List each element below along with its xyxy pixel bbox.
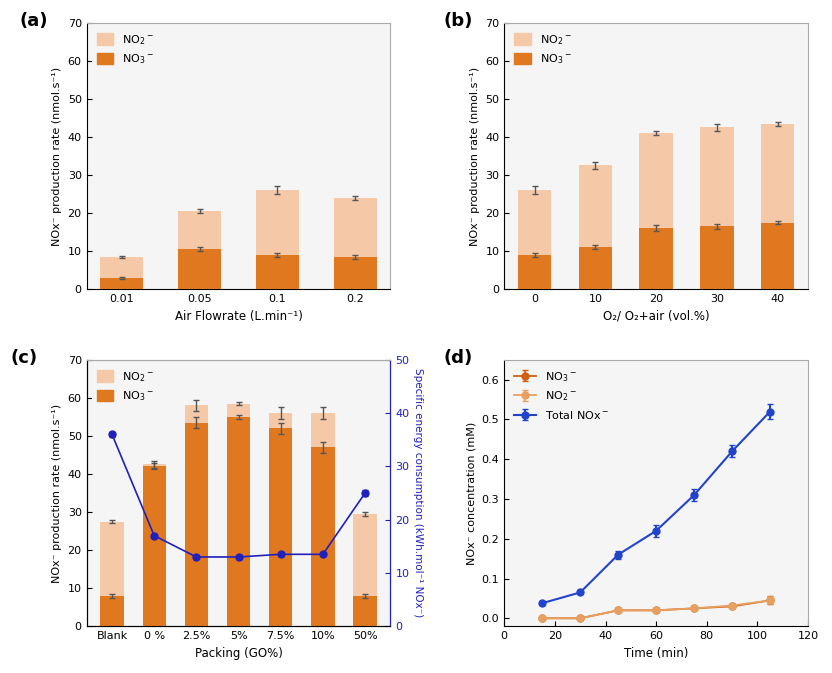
- Bar: [256, 190, 299, 289]
- X-axis label: Air Flowrate (L.min⁻¹): Air Flowrate (L.min⁻¹): [175, 310, 303, 322]
- Bar: [518, 190, 552, 289]
- Bar: [269, 428, 292, 627]
- Bar: [101, 257, 143, 289]
- Bar: [185, 406, 208, 627]
- Bar: [701, 127, 734, 289]
- Y-axis label: Specific energy consumption (kWh.mol⁻¹ NOx⁻): Specific energy consumption (kWh.mol⁻¹ N…: [414, 368, 423, 618]
- Legend: NO$_2$$^-$, NO$_3$$^-$: NO$_2$$^-$, NO$_3$$^-$: [92, 28, 158, 71]
- Bar: [640, 133, 673, 289]
- Bar: [640, 228, 673, 289]
- Legend: NO$_2$$^-$, NO$_3$$^-$: NO$_2$$^-$, NO$_3$$^-$: [92, 365, 158, 407]
- Legend: NO$_2$$^-$, NO$_3$$^-$: NO$_2$$^-$, NO$_3$$^-$: [510, 28, 576, 71]
- X-axis label: Packing (GO%): Packing (GO%): [195, 647, 283, 660]
- Text: (d): (d): [443, 349, 473, 367]
- Y-axis label: NOx⁻ concentration (mM): NOx⁻ concentration (mM): [466, 421, 476, 565]
- Bar: [761, 124, 795, 289]
- Bar: [101, 596, 124, 627]
- Y-axis label: NOx⁻ production rate (nmol.s⁻¹): NOx⁻ production rate (nmol.s⁻¹): [52, 404, 62, 583]
- Bar: [579, 247, 612, 289]
- Bar: [311, 413, 334, 627]
- Bar: [354, 514, 377, 627]
- Bar: [354, 596, 377, 627]
- Bar: [101, 278, 143, 289]
- Text: (b): (b): [443, 12, 473, 30]
- Bar: [142, 464, 166, 627]
- Bar: [227, 417, 250, 627]
- Bar: [256, 255, 299, 289]
- Bar: [227, 404, 250, 627]
- Bar: [701, 226, 734, 289]
- Bar: [311, 448, 334, 627]
- X-axis label: O₂/ O₂+air (vol.%): O₂/ O₂+air (vol.%): [603, 310, 710, 322]
- Bar: [334, 257, 377, 289]
- Y-axis label: NOx⁻ production rate (nmol.s⁻¹): NOx⁻ production rate (nmol.s⁻¹): [470, 67, 480, 246]
- Bar: [518, 255, 552, 289]
- Bar: [178, 249, 221, 289]
- Bar: [142, 466, 166, 627]
- Bar: [761, 223, 795, 289]
- X-axis label: Time (min): Time (min): [624, 647, 688, 660]
- Y-axis label: NOx⁻ production rate (nmol.s⁻¹): NOx⁻ production rate (nmol.s⁻¹): [52, 67, 62, 246]
- Bar: [269, 413, 292, 627]
- Text: (a): (a): [20, 12, 48, 30]
- Bar: [185, 423, 208, 627]
- Bar: [334, 198, 377, 289]
- Bar: [101, 522, 124, 627]
- Bar: [178, 211, 221, 289]
- Bar: [579, 166, 612, 289]
- Legend: NO$_3$$^-$, NO$_2$$^-$, Total NOx$^-$: NO$_3$$^-$, NO$_2$$^-$, Total NOx$^-$: [510, 365, 614, 425]
- Text: (c): (c): [11, 349, 37, 367]
